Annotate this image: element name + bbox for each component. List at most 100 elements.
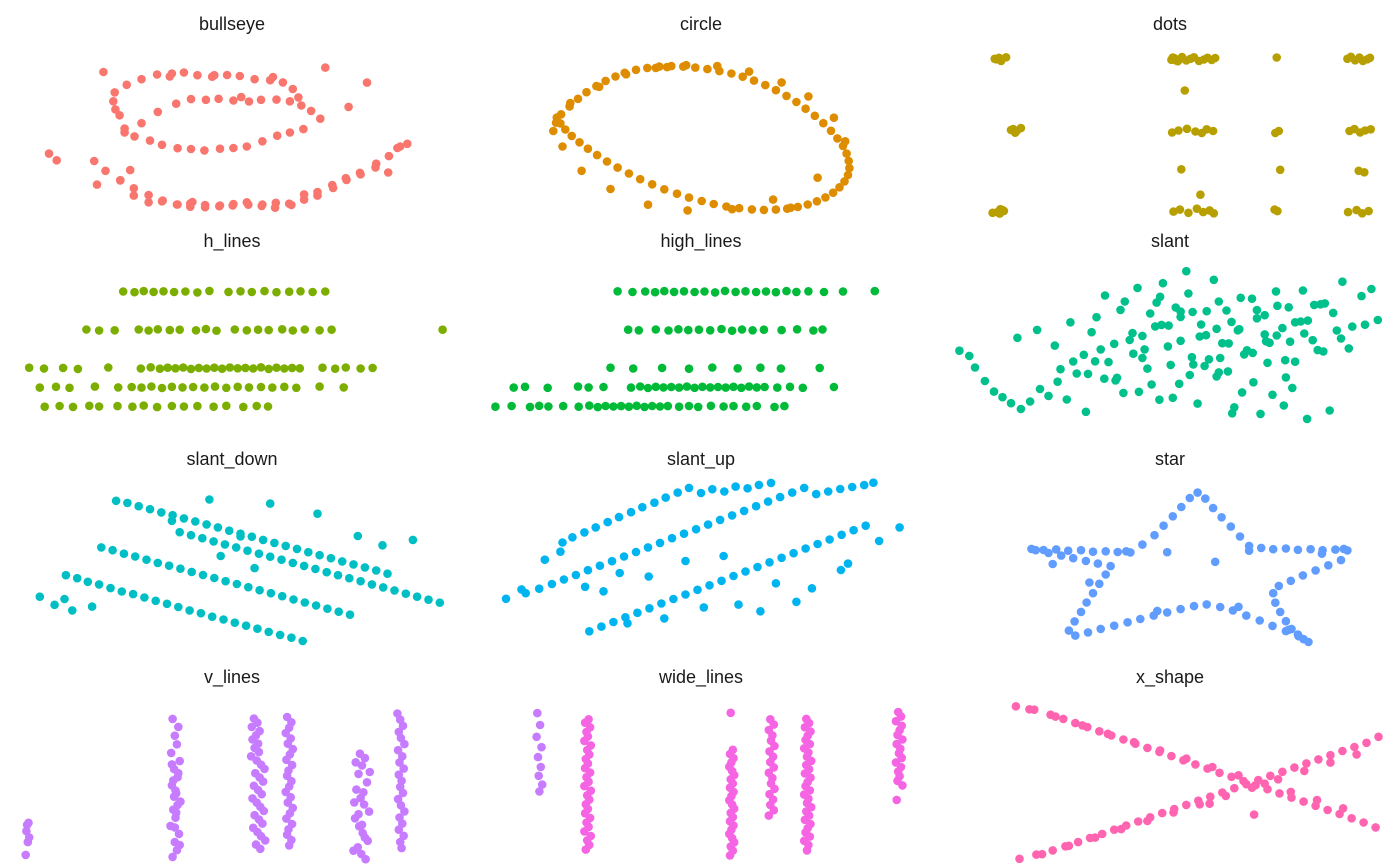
data-point <box>277 325 287 334</box>
data-point <box>173 143 182 153</box>
data-point <box>826 126 836 136</box>
data-point <box>859 480 869 490</box>
data-point <box>39 364 49 373</box>
data-point <box>1093 559 1103 568</box>
data-point <box>255 844 265 854</box>
facet-star: star <box>1027 449 1352 647</box>
data-point <box>1119 735 1128 744</box>
data-point <box>60 594 69 604</box>
data-point <box>110 326 119 335</box>
data-point <box>210 363 219 373</box>
data-point <box>1079 350 1089 360</box>
data-point <box>1133 817 1143 826</box>
data-point <box>272 287 281 297</box>
data-point <box>1256 543 1266 553</box>
data-point <box>353 843 363 852</box>
data-point <box>780 401 789 411</box>
data-point <box>705 383 715 392</box>
data-point <box>354 769 363 779</box>
data-point <box>1260 779 1269 788</box>
data-point <box>92 180 102 189</box>
data-point <box>371 566 381 575</box>
data-point <box>260 836 270 845</box>
data-point <box>191 517 200 526</box>
data-point <box>140 593 149 602</box>
data-point <box>705 326 715 335</box>
data-point <box>1252 314 1262 323</box>
data-point <box>384 151 394 161</box>
data-point <box>176 564 185 573</box>
data-point <box>1166 360 1175 370</box>
data-point <box>117 587 127 596</box>
data-point <box>771 287 781 297</box>
data-point <box>517 585 526 594</box>
data-point <box>1272 53 1281 62</box>
data-point <box>378 583 388 592</box>
data-point <box>171 786 180 795</box>
data-point <box>1309 300 1319 310</box>
data-point <box>870 286 880 296</box>
data-point <box>127 382 136 392</box>
data-point <box>807 584 817 593</box>
data-point <box>764 811 774 820</box>
data-point <box>1364 206 1373 216</box>
data-point <box>537 780 547 789</box>
data-point <box>737 383 746 393</box>
data-point <box>748 326 757 335</box>
data-point <box>663 401 673 411</box>
data-point <box>1157 808 1167 818</box>
data-point <box>1239 350 1249 359</box>
data-point <box>719 551 728 561</box>
data-point <box>1097 829 1107 839</box>
data-point <box>1175 205 1185 214</box>
data-point <box>333 570 343 580</box>
data-point <box>801 104 810 113</box>
data-point <box>1056 551 1066 560</box>
data-point <box>209 537 218 546</box>
data-point <box>1224 339 1233 348</box>
data-point <box>368 363 377 373</box>
data-point <box>697 196 706 206</box>
data-point <box>623 325 633 335</box>
data-point <box>837 530 846 540</box>
data-point <box>330 364 340 374</box>
data-point <box>186 144 196 154</box>
data-point <box>703 64 712 74</box>
data-point <box>297 101 306 110</box>
data-point <box>819 118 828 128</box>
data-point <box>287 633 296 642</box>
data-point <box>193 288 202 297</box>
data-point <box>285 128 295 137</box>
data-point <box>684 325 693 335</box>
data-point <box>263 402 273 411</box>
data-point <box>700 287 709 296</box>
data-point <box>247 722 257 732</box>
data-point <box>760 382 769 392</box>
data-point <box>1256 409 1265 419</box>
data-point <box>106 583 115 593</box>
data-point <box>571 570 581 580</box>
data-point <box>782 286 791 296</box>
facet-slant: slant <box>955 231 1383 424</box>
data-point <box>584 383 593 392</box>
data-point <box>321 287 330 296</box>
data-point <box>1331 545 1340 554</box>
data-point <box>729 571 738 581</box>
data-point <box>681 590 690 599</box>
data-point <box>720 286 730 296</box>
data-point <box>1205 799 1214 808</box>
data-point <box>1136 614 1145 624</box>
data-point <box>667 382 676 392</box>
data-point <box>270 203 280 212</box>
data-point <box>222 401 231 411</box>
data-point <box>247 287 257 297</box>
data-point <box>236 287 245 296</box>
data-point <box>710 288 720 297</box>
data-point <box>606 184 615 194</box>
data-point <box>1168 393 1178 403</box>
data-point <box>1281 373 1291 382</box>
data-point <box>705 581 714 590</box>
data-point <box>438 325 447 335</box>
data-point <box>253 325 263 335</box>
data-point <box>624 169 634 178</box>
